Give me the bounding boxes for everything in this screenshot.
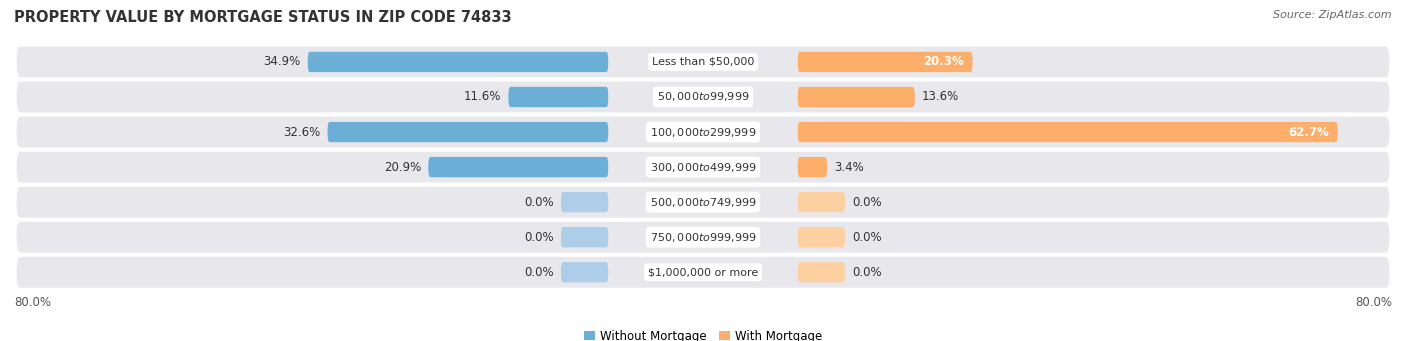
Text: Less than $50,000: Less than $50,000 — [652, 57, 754, 67]
Text: PROPERTY VALUE BY MORTGAGE STATUS IN ZIP CODE 74833: PROPERTY VALUE BY MORTGAGE STATUS IN ZIP… — [14, 10, 512, 25]
Text: $300,000 to $499,999: $300,000 to $499,999 — [650, 161, 756, 174]
Text: 0.0%: 0.0% — [852, 266, 882, 279]
Text: $1,000,000 or more: $1,000,000 or more — [648, 267, 758, 277]
Text: $750,000 to $999,999: $750,000 to $999,999 — [650, 231, 756, 244]
FancyBboxPatch shape — [561, 262, 609, 282]
FancyBboxPatch shape — [429, 157, 609, 177]
Text: Source: ZipAtlas.com: Source: ZipAtlas.com — [1274, 10, 1392, 20]
FancyBboxPatch shape — [797, 52, 973, 72]
FancyBboxPatch shape — [561, 192, 609, 212]
Text: 80.0%: 80.0% — [1355, 296, 1392, 309]
FancyBboxPatch shape — [797, 157, 827, 177]
FancyBboxPatch shape — [328, 122, 609, 142]
Text: 62.7%: 62.7% — [1288, 125, 1329, 138]
Text: $100,000 to $299,999: $100,000 to $299,999 — [650, 125, 756, 138]
Text: 80.0%: 80.0% — [14, 296, 51, 309]
Text: 13.6%: 13.6% — [922, 90, 959, 104]
Text: 11.6%: 11.6% — [464, 90, 502, 104]
FancyBboxPatch shape — [797, 87, 915, 107]
FancyBboxPatch shape — [561, 227, 609, 247]
Text: 20.3%: 20.3% — [924, 56, 965, 69]
FancyBboxPatch shape — [308, 52, 609, 72]
Legend: Without Mortgage, With Mortgage: Without Mortgage, With Mortgage — [583, 330, 823, 341]
Text: 0.0%: 0.0% — [524, 231, 554, 244]
Text: 0.0%: 0.0% — [524, 266, 554, 279]
Text: 0.0%: 0.0% — [852, 231, 882, 244]
FancyBboxPatch shape — [797, 227, 845, 247]
Text: 0.0%: 0.0% — [524, 196, 554, 209]
Text: 0.0%: 0.0% — [852, 196, 882, 209]
FancyBboxPatch shape — [17, 152, 1389, 182]
Text: 3.4%: 3.4% — [834, 161, 863, 174]
Text: $50,000 to $99,999: $50,000 to $99,999 — [657, 90, 749, 104]
FancyBboxPatch shape — [17, 117, 1389, 147]
Text: 32.6%: 32.6% — [284, 125, 321, 138]
FancyBboxPatch shape — [17, 81, 1389, 113]
FancyBboxPatch shape — [797, 192, 845, 212]
FancyBboxPatch shape — [509, 87, 609, 107]
FancyBboxPatch shape — [17, 46, 1389, 77]
FancyBboxPatch shape — [17, 187, 1389, 218]
Text: 34.9%: 34.9% — [263, 56, 301, 69]
Text: 20.9%: 20.9% — [384, 161, 422, 174]
FancyBboxPatch shape — [797, 262, 845, 282]
Text: $500,000 to $749,999: $500,000 to $749,999 — [650, 196, 756, 209]
FancyBboxPatch shape — [17, 222, 1389, 253]
FancyBboxPatch shape — [17, 257, 1389, 288]
FancyBboxPatch shape — [797, 122, 1337, 142]
